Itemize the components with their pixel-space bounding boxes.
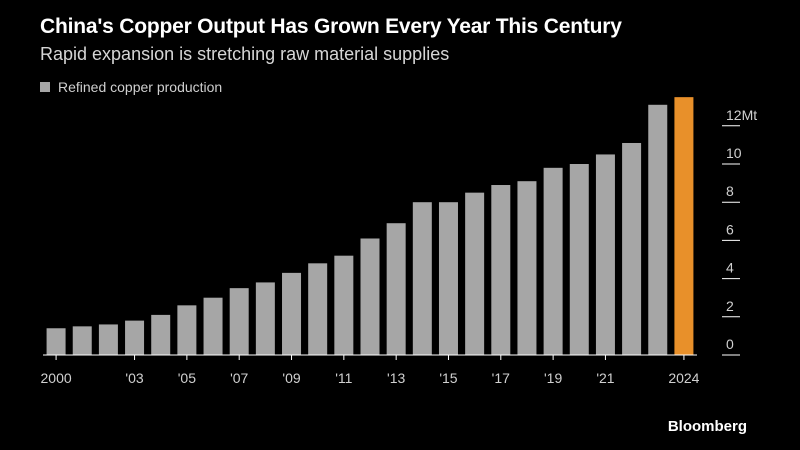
x-tick-label-2021: '21 [596,370,614,386]
x-tick-label-2024: 2024 [668,370,699,386]
y-ticks-group: 0 2 4 6 8 10 12Mt [722,107,757,356]
legend-swatch [40,82,50,92]
bar-2012 [360,238,380,355]
bar-2000 [46,328,66,355]
x-tick-label-2005: '05 [178,370,196,386]
bar-2023 [648,104,668,355]
bar-2005 [177,305,197,355]
y-tick-label-0: 0 [726,336,734,352]
x-tick-label-2007: '07 [230,370,248,386]
bar-2001 [72,326,92,355]
x-tick-label-2009: '09 [282,370,300,386]
y-tick-label-4: 4 [726,260,734,276]
chart-title: China's Copper Output Has Grown Every Ye… [40,15,622,38]
y-tick-label-12: 12Mt [726,107,757,123]
chart-subtitle: Rapid expansion is stretching raw materi… [40,44,450,64]
bars-group [46,97,694,356]
bar-2020 [569,164,589,355]
bar-2021 [595,154,615,355]
y-tick-label-6: 6 [726,221,734,237]
bar-2010 [308,263,328,355]
x-tick-label-2003: '03 [125,370,143,386]
bar-2018 [517,181,537,355]
bar-2015 [438,202,458,355]
x-ticks-group: 2000 '03 '05 '07 '09 '11 '13 '15 '17 '19 '21 2024 [41,355,700,386]
x-tick-label-2019: '19 [544,370,562,386]
y-tick-label-10: 10 [726,145,742,161]
x-tick-label-2013: '13 [387,370,405,386]
bar-2011 [334,255,354,355]
bar-2002 [98,324,118,355]
bar-2008 [255,282,275,355]
bar-2006 [203,297,223,355]
bar-2003 [125,320,145,355]
legend: Refined copper production [40,79,222,95]
bar-2024 [674,97,694,356]
y-tick-label-2: 2 [726,298,734,314]
bloomberg-logo: Bloomberg [667,418,747,435]
bar-2013 [386,223,406,355]
bar-2017 [491,185,511,355]
bar-2004 [151,314,171,355]
x-tick-label-2015: '15 [439,370,457,386]
bar-2009 [282,272,302,355]
bar-2007 [229,288,249,355]
bar-2022 [622,142,642,355]
y-tick-label-8: 8 [726,183,734,199]
x-tick-label-2011: '11 [335,370,352,386]
bar-2014 [412,202,432,355]
legend-label: Refined copper production [58,79,223,95]
x-tick-label-2000: 2000 [41,370,72,386]
bar-2019 [543,167,563,355]
x-tick-label-2017: '17 [492,370,510,386]
bar-2016 [465,192,485,355]
